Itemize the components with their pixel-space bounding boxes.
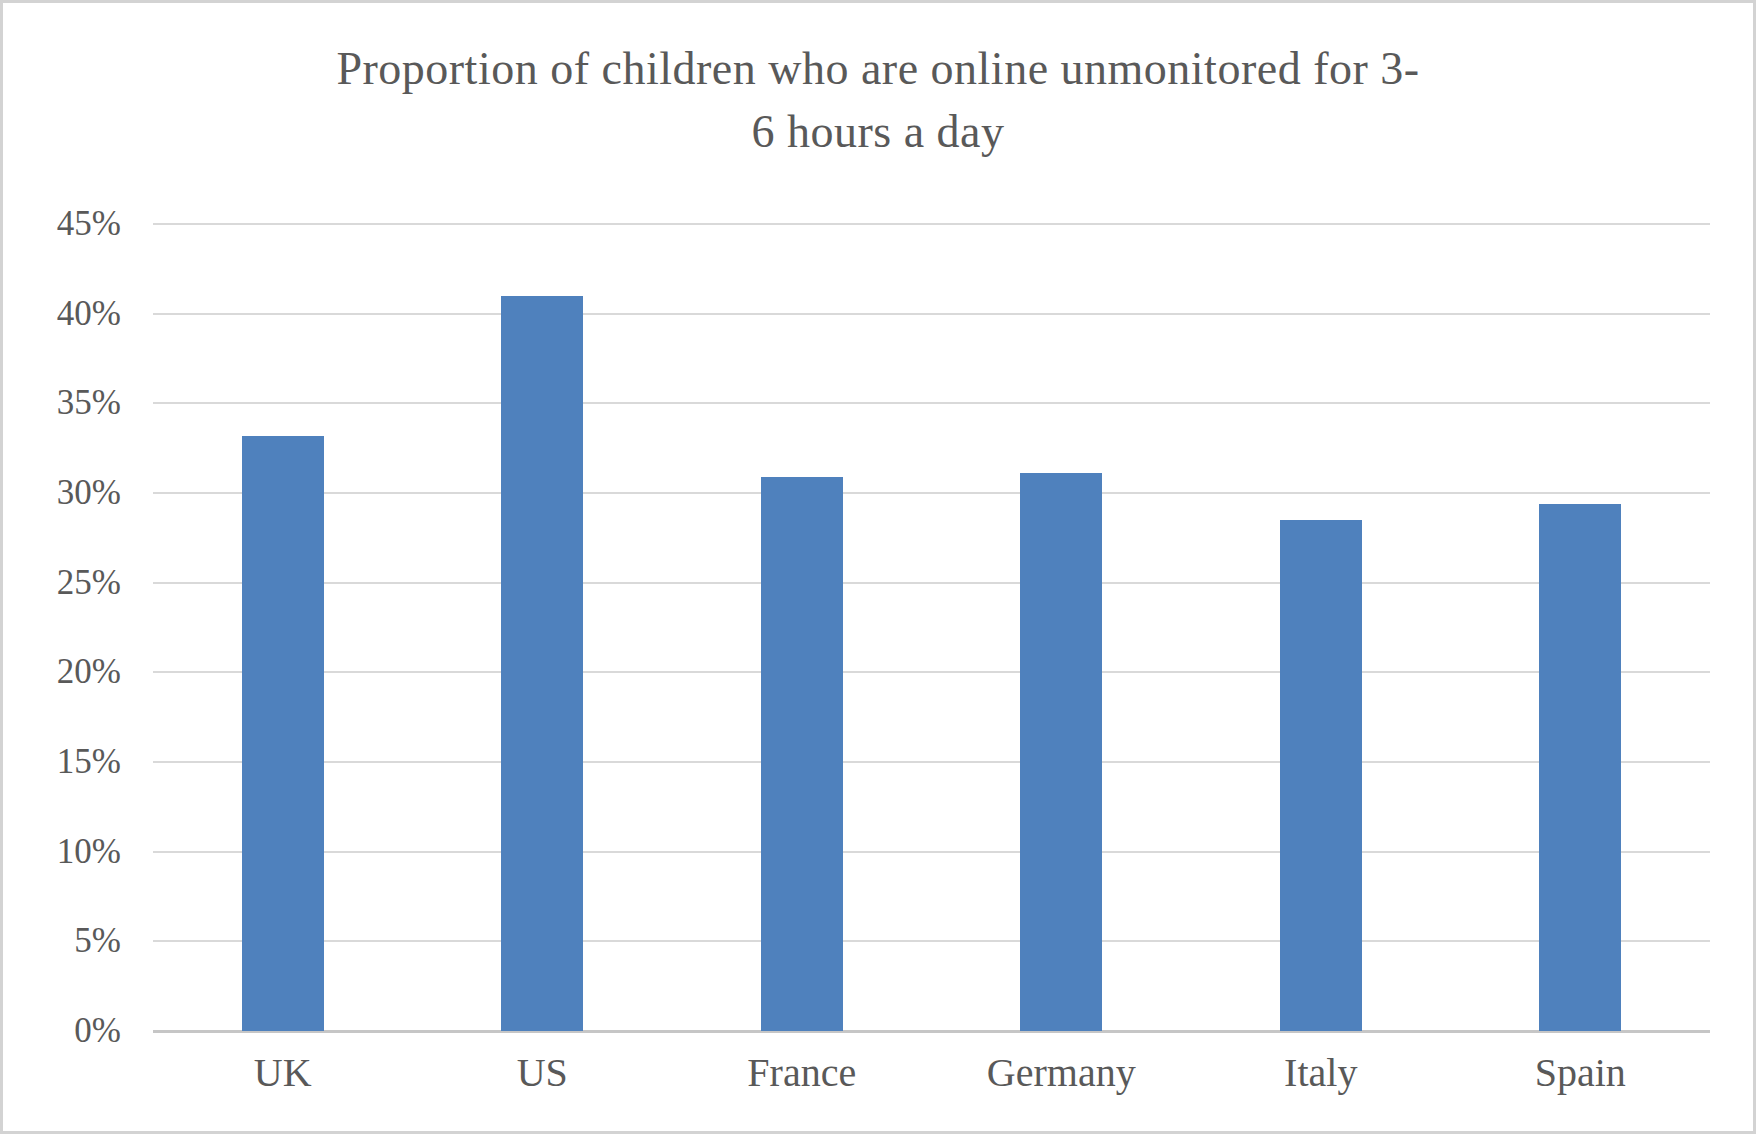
bar-france: [761, 477, 843, 1031]
bar-us: [501, 296, 583, 1031]
y-tick-label-20: 20%: [3, 650, 121, 694]
bar-uk: [242, 436, 324, 1031]
x-category-label-us: US: [413, 1049, 673, 1097]
y-tick-label-5: 5%: [3, 919, 121, 963]
y-tick-label-15: 15%: [3, 740, 121, 784]
gridline-15: [153, 761, 1710, 763]
chart-title-line-1: Proportion of children who are online un…: [3, 37, 1753, 100]
y-tick-label-35: 35%: [3, 381, 121, 425]
chart-canvas: Proportion of children who are online un…: [0, 0, 1756, 1134]
y-tick-label-45: 45%: [3, 202, 121, 246]
x-category-label-germany: Germany: [932, 1049, 1192, 1097]
gridline-5: [153, 940, 1710, 942]
bar-italy: [1280, 520, 1362, 1031]
chart-title: Proportion of children who are online un…: [3, 37, 1753, 163]
x-category-label-italy: Italy: [1191, 1049, 1451, 1097]
x-category-label-france: France: [672, 1049, 932, 1097]
x-category-label-uk: UK: [153, 1049, 413, 1097]
x-axis-baseline: [153, 1030, 1710, 1033]
y-tick-label-30: 30%: [3, 471, 121, 515]
y-tick-label-0: 0%: [3, 1009, 121, 1053]
bar-germany: [1020, 473, 1102, 1031]
gridline-30: [153, 492, 1710, 494]
y-tick-label-25: 25%: [3, 561, 121, 605]
chart-title-line-2: 6 hours a day: [3, 100, 1753, 163]
plot-area: [153, 224, 1710, 1031]
gridline-40: [153, 313, 1710, 315]
y-tick-label-40: 40%: [3, 292, 121, 336]
x-category-label-spain: Spain: [1451, 1049, 1711, 1097]
gridline-25: [153, 582, 1710, 584]
bar-spain: [1539, 504, 1621, 1031]
gridline-35: [153, 402, 1710, 404]
y-tick-label-10: 10%: [3, 830, 121, 874]
gridline-45: [153, 223, 1710, 225]
gridline-20: [153, 671, 1710, 673]
gridline-10: [153, 851, 1710, 853]
